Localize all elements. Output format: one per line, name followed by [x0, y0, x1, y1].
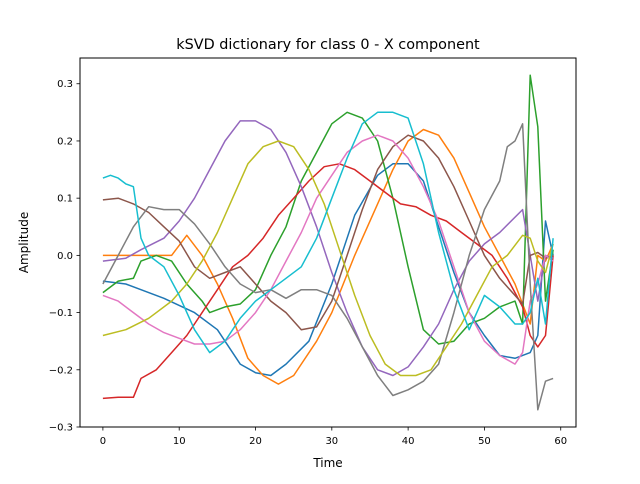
y-tick-label: −0.1: [49, 308, 73, 319]
series-line-6: [102, 134, 554, 365]
y-tick-label: 0.3: [57, 79, 73, 90]
x-tick-label: 40: [402, 436, 415, 447]
series-line-5: [102, 134, 554, 331]
series-line-7: [102, 123, 554, 411]
series-line-9: [102, 111, 554, 354]
y-axis-label: Amplitude: [17, 212, 31, 274]
x-tick-label: 0: [100, 436, 106, 447]
x-ticks: 0 10 20 30 40 50 60: [100, 427, 567, 447]
y-tick-label: 0.2: [57, 136, 73, 147]
x-tick-label: 60: [554, 436, 567, 447]
x-tick-label: 50: [478, 436, 491, 447]
x-tick-label: 20: [249, 436, 262, 447]
series-line-0: [102, 163, 554, 377]
y-tick-label: −0.3: [49, 423, 73, 434]
x-axis-label: Time: [312, 456, 342, 470]
y-ticks: −0.3 −0.2 −0.1 0.0 0.1 0.2 0.3: [49, 79, 80, 434]
series-line-1: [102, 128, 554, 385]
x-tick-label: 10: [173, 436, 186, 447]
y-tick-label: −0.2: [49, 365, 73, 376]
series-line-4: [102, 120, 554, 377]
x-tick-label: 30: [325, 436, 338, 447]
series-line-8: [102, 140, 554, 377]
plot-frame: [79, 57, 577, 428]
y-tick-label: 0.0: [57, 251, 73, 262]
chart-title: kSVD dictionary for class 0 - X componen…: [176, 37, 480, 53]
series-layer: [102, 74, 554, 411]
series-line-2: [102, 74, 554, 345]
y-tick-label: 0.1: [57, 194, 73, 205]
